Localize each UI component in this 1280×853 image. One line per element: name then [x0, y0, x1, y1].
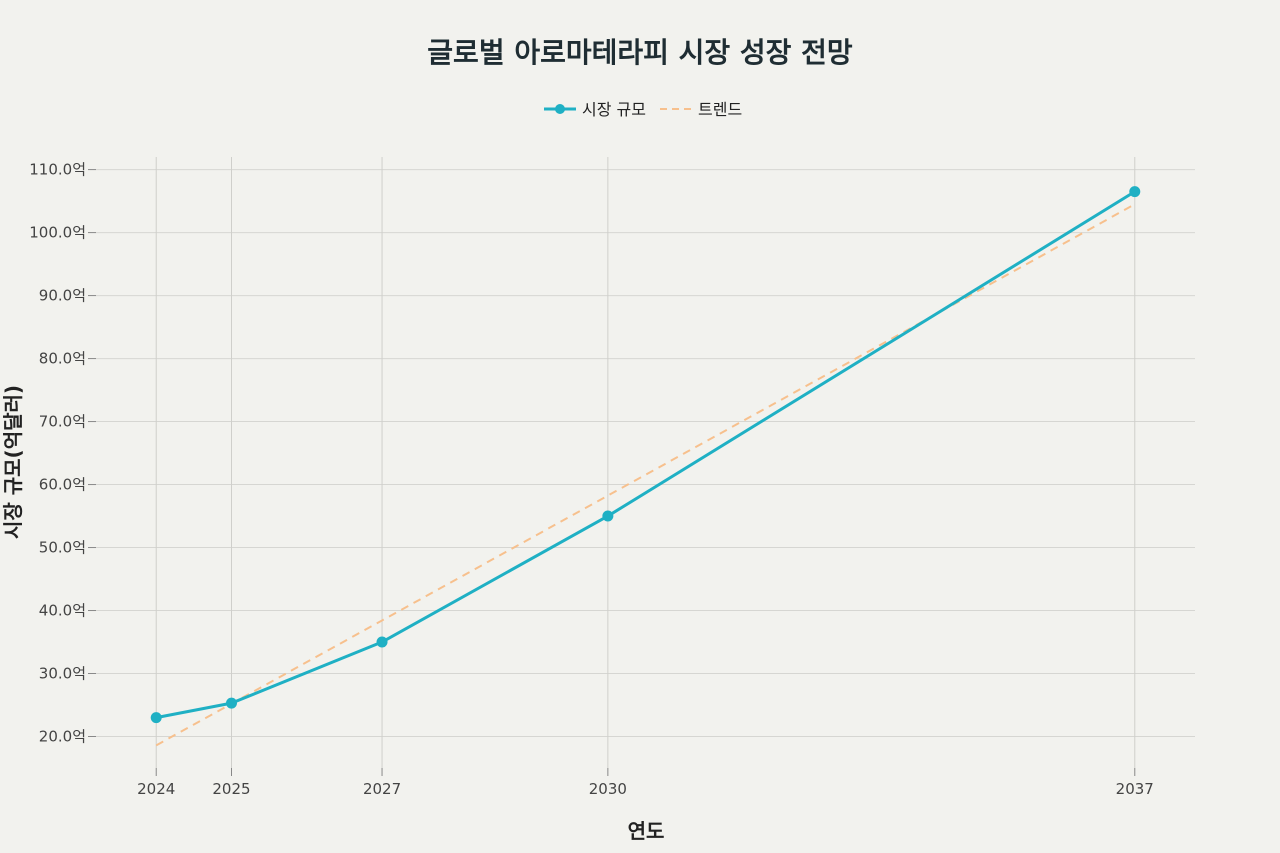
y-axis-ticks: 20.0억 30.0억 40.0억 50.0억 60.0억 70.0억 80.0억 90.0억…	[29, 161, 86, 746]
series-layer	[150, 186, 1141, 747]
chart-title: 글로벌 아로마테라피 시장 성장 전망	[427, 36, 853, 69]
y-tick-label: 30.0억	[39, 665, 86, 683]
y-tick-label: 80.0억	[39, 350, 86, 368]
data-point-market-size[interactable]	[602, 510, 614, 522]
legend-marker-market-size	[555, 104, 565, 114]
y-axis-title: 시장 규모(억달러)	[1, 385, 25, 539]
legend-label-market-size[interactable]: 시장 규모	[582, 100, 646, 119]
legend-label-trend[interactable]: 트렌드	[698, 100, 742, 119]
y-tick-label: 110.0억	[29, 161, 86, 179]
y-tick-label: 70.0억	[39, 413, 86, 431]
x-tick-label: 2027	[363, 780, 401, 798]
y-tick-label: 20.0억	[39, 728, 86, 746]
data-point-market-size[interactable]	[225, 697, 237, 709]
y-tick-label: 50.0억	[39, 539, 86, 557]
x-axis-ticks: 2024 2025 2027 2030 2037	[137, 780, 1154, 798]
y-tick-label: 60.0억	[39, 476, 86, 494]
data-point-market-size[interactable]	[376, 636, 388, 648]
legend[interactable]: 시장 규모 트렌드	[544, 100, 742, 119]
x-tick-label: 2025	[212, 780, 250, 798]
x-tick-label: 2024	[137, 780, 175, 798]
series-line-market-size	[155, 190, 1136, 720]
x-tick-label: 2037	[1116, 780, 1154, 798]
y-tick-label: 100.0억	[29, 224, 86, 242]
series-line-trend	[155, 203, 1136, 747]
data-point-market-size[interactable]	[1129, 186, 1141, 198]
x-tick-label: 2030	[589, 780, 627, 798]
y-tick-label: 90.0억	[39, 287, 86, 305]
grid	[88, 157, 1195, 776]
y-tick-label: 40.0억	[39, 602, 86, 620]
data-point-market-size[interactable]	[150, 712, 162, 724]
x-axis-title: 연도	[628, 819, 665, 843]
